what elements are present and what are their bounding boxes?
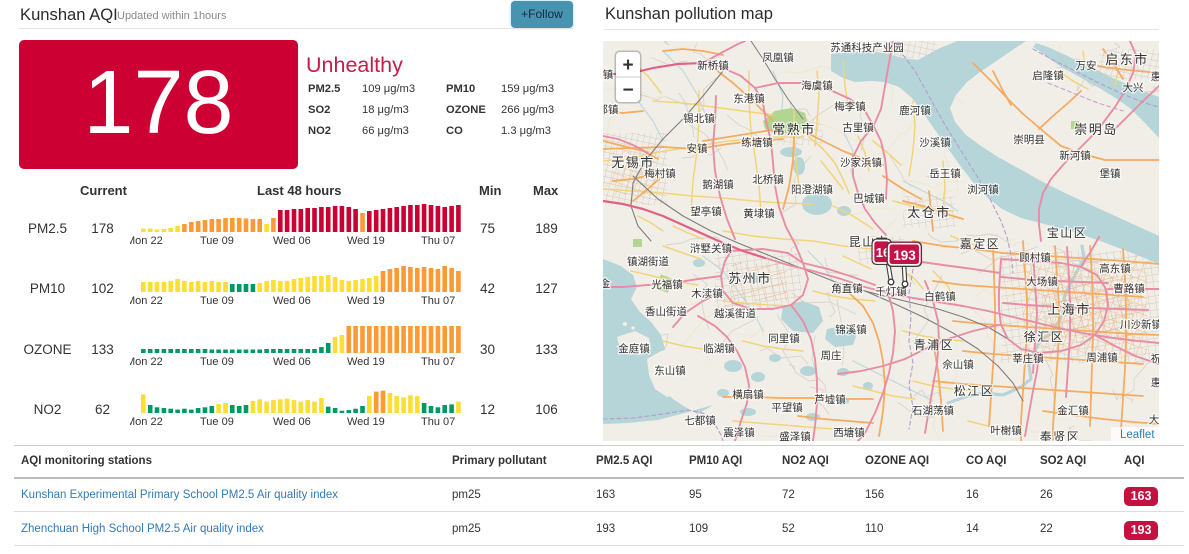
svg-text:越溪街道: 越溪街道: [714, 307, 756, 320]
svg-text:巴城镇: 巴城镇: [853, 192, 885, 205]
svg-text:芦墟镇: 芦墟镇: [814, 393, 846, 406]
svg-text:古里镇: 古里镇: [842, 121, 874, 134]
svg-text:横扇镇: 横扇镇: [732, 388, 764, 401]
svg-text:新桥镇: 新桥镇: [697, 59, 729, 72]
svg-text:东港镇: 东港镇: [733, 92, 765, 105]
svg-text:莘庄镇: 莘庄镇: [1012, 352, 1044, 365]
svg-text:同里镇: 同里镇: [768, 332, 800, 345]
svg-text:佘山镇: 佘山镇: [942, 358, 974, 371]
svg-text:上海市: 上海市: [1047, 302, 1091, 317]
svg-text:西塘镇: 西塘镇: [833, 426, 865, 439]
svg-text:梅李镇: 梅李镇: [834, 100, 866, 113]
svg-text:震泽镇: 震泽镇: [723, 426, 755, 439]
svg-text:北桥镇: 北桥镇: [752, 173, 784, 186]
svg-text:惠: 惠: [1151, 70, 1159, 83]
svg-text:海虞镇: 海虞镇: [801, 79, 833, 92]
svg-text:崇明县: 崇明县: [1013, 134, 1045, 146]
svg-text:常熟市: 常熟市: [772, 122, 816, 137]
svg-text:镇: 镇: [603, 68, 614, 81]
svg-text:青浦区: 青浦区: [914, 338, 955, 352]
svg-text:崇明岛: 崇明岛: [1074, 122, 1118, 137]
svg-text:木渎镇: 木渎镇: [691, 287, 723, 300]
svg-text:苏通科技产业园: 苏通科技产业园: [830, 41, 904, 54]
svg-text:启东市: 启东市: [1105, 52, 1149, 67]
svg-text:Leaflet: Leaflet: [1120, 429, 1155, 441]
svg-text:万安: 万安: [1076, 59, 1097, 72]
svg-text:阳澄湖镇: 阳澄湖镇: [791, 183, 833, 196]
svg-text:光福镇: 光福镇: [651, 278, 683, 291]
svg-text:望亭镇: 望亭镇: [690, 205, 722, 218]
svg-text:奉贤区: 奉贤区: [1040, 430, 1081, 441]
svg-text:周庄: 周庄: [821, 349, 842, 362]
svg-text:东山镇: 东山镇: [654, 364, 686, 377]
svg-text:−: −: [622, 80, 633, 101]
svg-text:临湖镇: 临湖镇: [703, 342, 735, 355]
svg-text:大兴: 大兴: [1123, 81, 1144, 94]
svg-text:锦溪镇: 锦溪镇: [835, 323, 867, 336]
svg-text:松江区: 松江区: [954, 384, 995, 398]
svg-text:大: 大: [1149, 413, 1159, 426]
svg-text:梅村镇: 梅村镇: [644, 167, 676, 180]
svg-text:盛泽镇: 盛泽镇: [779, 430, 811, 441]
svg-text:启隆镇: 启隆镇: [1032, 69, 1064, 82]
svg-text:祝: 祝: [1151, 352, 1159, 365]
svg-text:镇湖街道: 镇湖街道: [627, 255, 669, 268]
svg-text:193: 193: [893, 248, 916, 263]
svg-text:锡北镇: 锡北镇: [683, 112, 715, 125]
svg-text:大场镇: 大场镇: [1026, 275, 1058, 288]
svg-text:叶榭镇: 叶榭镇: [990, 424, 1022, 437]
svg-text:无锡市: 无锡市: [611, 155, 655, 170]
svg-text:太仓市: 太仓市: [907, 205, 951, 220]
svg-text:金庭镇: 金庭镇: [618, 342, 650, 355]
svg-text:黄埭镇: 黄埭镇: [743, 207, 775, 220]
svg-text:川沙新镇: 川沙新镇: [1120, 318, 1159, 331]
svg-text:沙家浜镇: 沙家浜镇: [840, 156, 882, 169]
svg-text:鹅湖镇: 鹅湖镇: [702, 178, 734, 191]
svg-text:金: 金: [603, 277, 611, 290]
svg-text:苏州市: 苏州市: [728, 271, 772, 286]
svg-text:高东镇: 高东镇: [1099, 262, 1131, 275]
svg-text:宝山区: 宝山区: [1047, 226, 1088, 240]
svg-text:沙溪镇: 沙溪镇: [919, 136, 951, 149]
svg-text:周浦镇: 周浦镇: [1086, 351, 1118, 364]
svg-text:平望镇: 平望镇: [771, 401, 803, 414]
svg-text:鹿河镇: 鹿河镇: [899, 104, 931, 117]
svg-text:岳王镇: 岳王镇: [929, 167, 961, 180]
svg-text:浒墅关镇: 浒墅关镇: [690, 242, 732, 255]
svg-text:浏河镇: 浏河镇: [967, 183, 999, 196]
svg-text:+: +: [622, 55, 633, 76]
svg-text:曹路镇: 曹路镇: [1113, 282, 1145, 295]
svg-text:白鹤镇: 白鹤镇: [924, 290, 956, 303]
svg-text:徐汇区: 徐汇区: [1024, 329, 1065, 344]
svg-text:惠: 惠: [1151, 376, 1159, 389]
svg-text:练塘镇: 练塘镇: [741, 136, 773, 149]
svg-text:安镇: 安镇: [687, 142, 708, 155]
svg-text:新河镇: 新河镇: [1059, 149, 1091, 162]
svg-text:郊镇: 郊镇: [603, 103, 619, 116]
svg-text:角直镇: 角直镇: [831, 282, 863, 295]
svg-text:堡镇: 堡镇: [1100, 167, 1122, 180]
svg-text:石湖荡镇: 石湖荡镇: [912, 404, 954, 417]
svg-text:七都镇: 七都镇: [684, 414, 716, 427]
svg-text:千灯镇: 千灯镇: [875, 285, 907, 298]
svg-text:嘉定区: 嘉定区: [960, 236, 1001, 251]
svg-text:凤凰镇: 凤凰镇: [762, 51, 794, 64]
svg-text:香山街道: 香山街道: [645, 305, 687, 318]
svg-text:顾村镇: 顾村镇: [1019, 251, 1051, 264]
svg-text:金汇镇: 金汇镇: [1057, 404, 1089, 417]
